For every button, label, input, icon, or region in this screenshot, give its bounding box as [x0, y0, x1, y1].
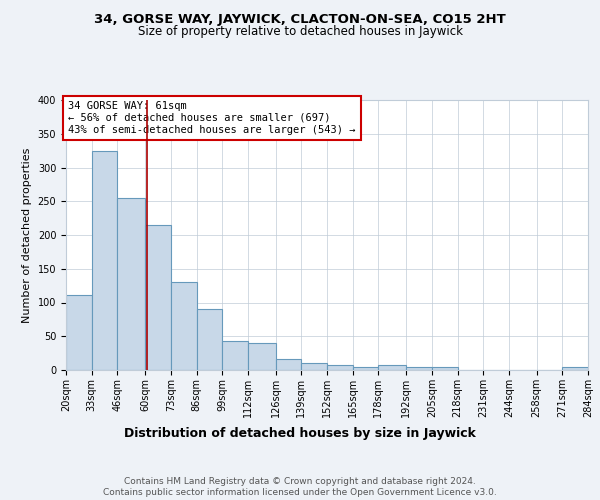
Bar	[118, 198, 145, 370]
Text: Size of property relative to detached houses in Jaywick: Size of property relative to detached ho…	[137, 25, 463, 38]
Bar	[379, 364, 406, 370]
Bar	[66, 295, 92, 370]
Bar	[275, 358, 301, 370]
Text: 34 GORSE WAY: 61sqm
← 56% of detached houses are smaller (697)
43% of semi-detac: 34 GORSE WAY: 61sqm ← 56% of detached ho…	[68, 102, 355, 134]
Text: 34, GORSE WAY, JAYWICK, CLACTON-ON-SEA, CO15 2HT: 34, GORSE WAY, JAYWICK, CLACTON-ON-SEA, …	[94, 12, 506, 26]
Bar	[145, 225, 171, 370]
Bar	[432, 368, 458, 370]
Bar	[301, 362, 327, 370]
Bar	[406, 368, 432, 370]
Bar	[197, 309, 222, 370]
Text: Distribution of detached houses by size in Jaywick: Distribution of detached houses by size …	[124, 428, 476, 440]
Bar	[171, 282, 197, 370]
Bar	[222, 341, 248, 370]
Bar	[353, 366, 379, 370]
Bar	[92, 150, 118, 370]
Y-axis label: Number of detached properties: Number of detached properties	[22, 148, 32, 322]
Text: Contains HM Land Registry data © Crown copyright and database right 2024.
Contai: Contains HM Land Registry data © Crown c…	[103, 478, 497, 497]
Bar	[327, 364, 353, 370]
Bar	[562, 366, 588, 370]
Bar	[248, 343, 275, 370]
